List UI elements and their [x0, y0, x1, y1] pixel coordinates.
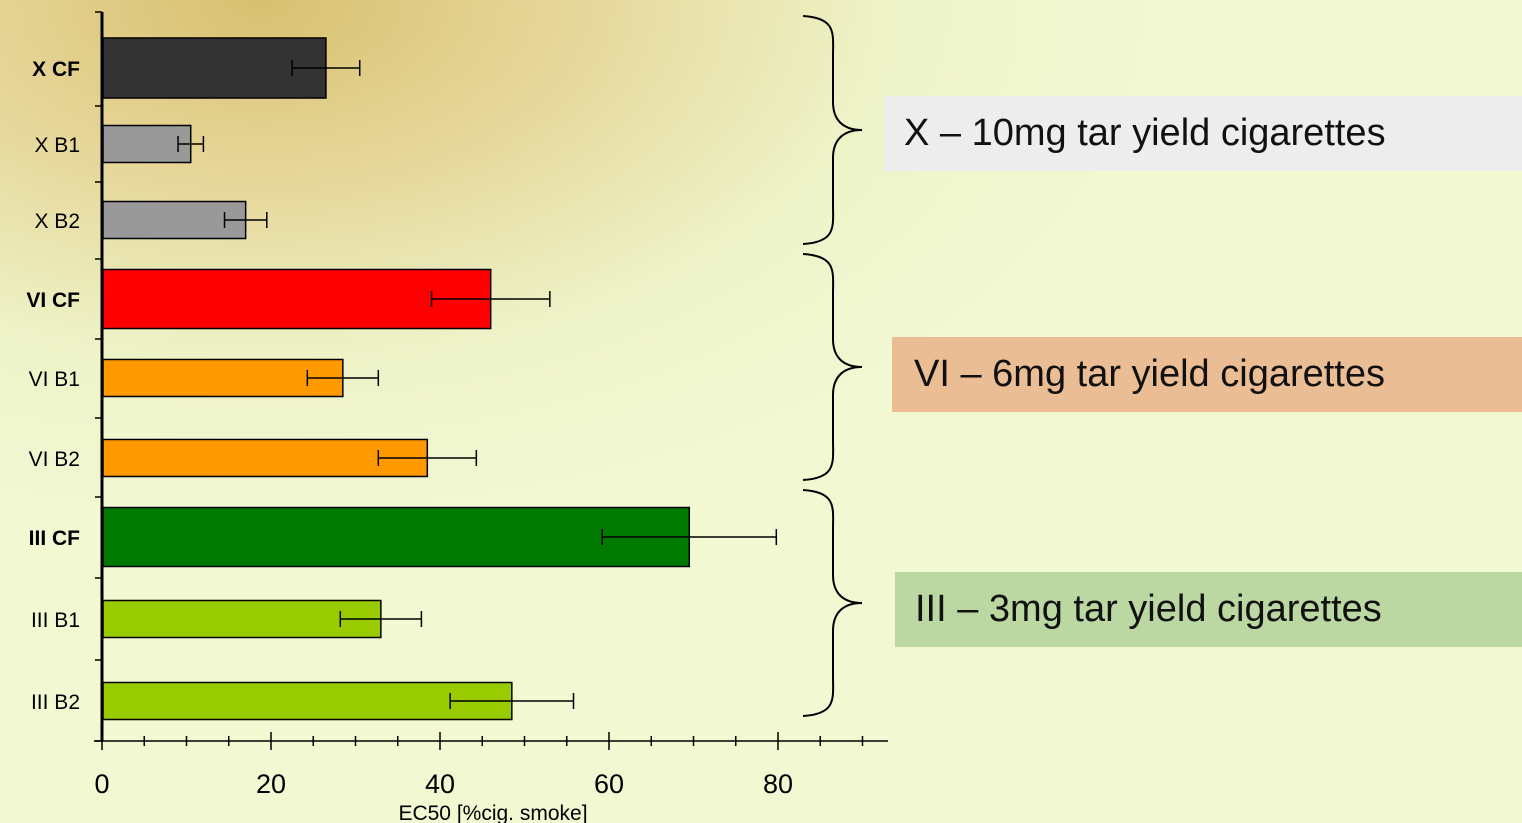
x-axis-title: EC50 [%cig. smoke]	[398, 802, 587, 823]
x-tick-label: 0	[94, 769, 109, 799]
x-tick-label: 60	[594, 769, 624, 799]
x-tick-label: 80	[763, 769, 793, 799]
category-label: VI B1	[29, 368, 80, 391]
category-label: VI B2	[29, 448, 80, 471]
bar-vi-b2	[102, 438, 429, 478]
x-tick-label: 40	[425, 769, 455, 799]
bar-vi-b1	[102, 358, 344, 398]
brace-vi-group	[802, 253, 863, 481]
bar-iii-cf	[102, 506, 691, 568]
group-label-x: X – 10mg tar yield cigarettes	[884, 96, 1522, 171]
category-label: III CF	[29, 527, 81, 550]
x-tick-label: 20	[256, 769, 286, 799]
bar-x-cf	[102, 37, 327, 99]
group-label-iii: III – 3mg tar yield cigarettes	[895, 572, 1522, 647]
category-label: X CF	[32, 58, 80, 81]
bar-iii-b2	[102, 681, 513, 721]
bar-iii-b1	[102, 599, 382, 639]
category-label: X B2	[34, 210, 80, 233]
category-label: X B1	[34, 134, 80, 157]
brace-x-group	[802, 15, 863, 245]
group-label-vi: VI – 6mg tar yield cigarettes	[892, 337, 1522, 412]
category-label: VI CF	[26, 289, 80, 312]
category-label: III B2	[31, 691, 80, 714]
brace-iii-group	[802, 489, 863, 717]
category-label: III B1	[31, 609, 80, 632]
